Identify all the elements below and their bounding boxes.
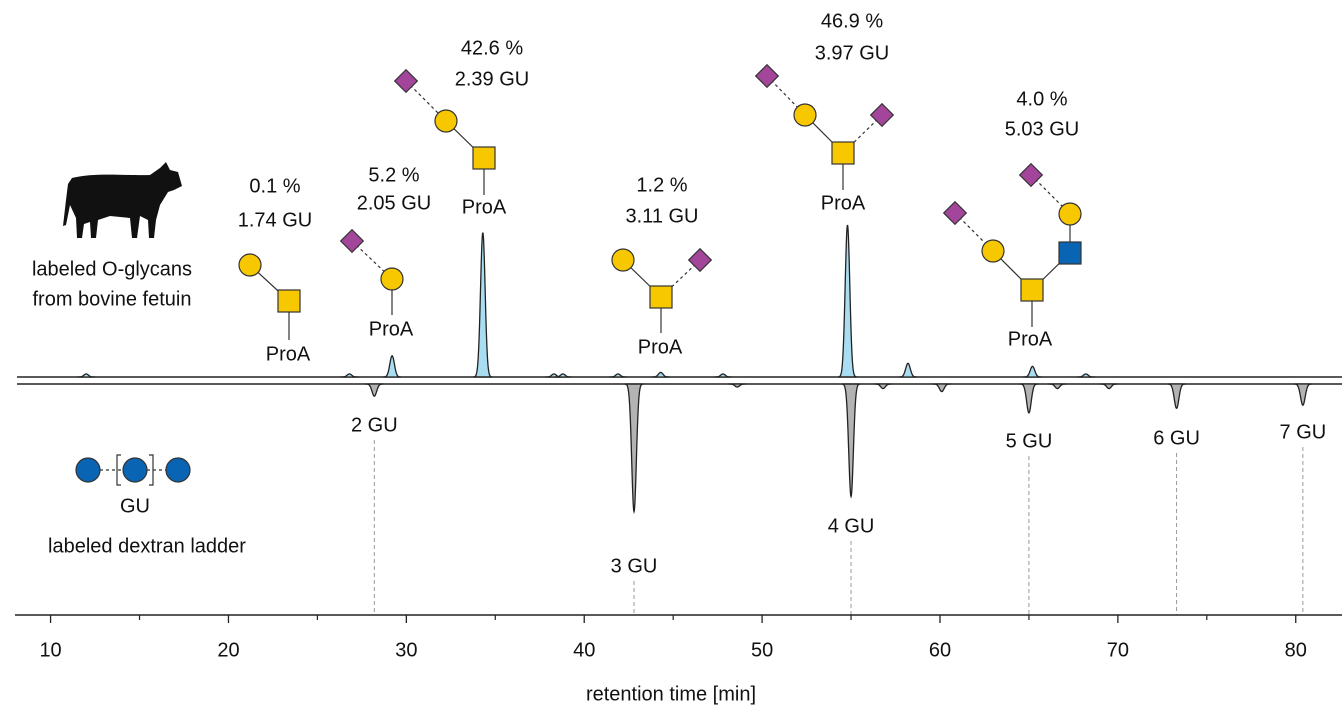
glycan-structure xyxy=(393,68,496,195)
peak-gu: 3.11 GU xyxy=(626,205,699,227)
x-tick-label: 60 xyxy=(929,639,951,661)
ladder-label: 4 GU xyxy=(828,515,875,537)
glycan-structure xyxy=(238,253,301,340)
glycan-structure xyxy=(611,247,713,333)
series-label: labeled O-glycans xyxy=(32,258,192,280)
x-tick-label: 50 xyxy=(751,639,773,661)
peak xyxy=(473,232,493,378)
peak xyxy=(1167,383,1186,410)
conjugate-label: ProA xyxy=(266,343,311,365)
peak xyxy=(365,383,384,397)
peak xyxy=(340,373,359,378)
peak xyxy=(624,383,644,515)
series-label: labeled dextran ladder xyxy=(48,535,246,557)
peak xyxy=(727,383,747,388)
x-tick-label: 80 xyxy=(1285,639,1307,661)
cow-icon xyxy=(63,162,182,238)
peak-percent: 5.2 % xyxy=(368,164,419,186)
conjugate-label: ProA xyxy=(1008,328,1053,350)
peak xyxy=(553,373,573,378)
peak xyxy=(608,373,628,378)
peak xyxy=(382,354,402,378)
conjugate-label: ProA xyxy=(462,196,507,218)
glycan-structure xyxy=(942,162,1082,327)
peak xyxy=(873,383,893,390)
peak xyxy=(651,371,670,378)
peak xyxy=(838,224,857,378)
peak-percent: 42.6 % xyxy=(461,37,523,59)
series-label: from bovine fetuin xyxy=(33,288,192,310)
ladder-label: 3 GU xyxy=(611,555,658,577)
dextran-icon xyxy=(75,454,191,486)
peak-gu: 3.97 GU xyxy=(815,42,889,64)
symbol-label: GU xyxy=(120,495,150,517)
conjugate-label: ProA xyxy=(638,336,683,358)
conjugate-label: ProA xyxy=(821,192,866,214)
glycan-structure xyxy=(339,228,404,315)
conjugate-label: ProA xyxy=(369,318,414,340)
peak-gu: 2.39 GU xyxy=(455,68,529,90)
peak xyxy=(841,383,861,499)
peak-gu: 2.05 GU xyxy=(357,192,431,214)
glycan-structure xyxy=(754,63,895,190)
peak-percent: 46.9 % xyxy=(821,10,883,32)
ladder-label: 7 GU xyxy=(1280,421,1327,443)
peak xyxy=(898,362,918,378)
peak-gu: 5.03 GU xyxy=(1005,118,1079,140)
peak xyxy=(713,373,733,378)
peak xyxy=(1019,383,1039,414)
peak-percent: 0.1 % xyxy=(249,175,300,197)
ladder-label: 6 GU xyxy=(1153,427,1200,449)
x-tick-label: 20 xyxy=(217,639,239,661)
ladder-label: 2 GU xyxy=(351,414,398,436)
peak xyxy=(1099,383,1119,390)
peak xyxy=(1023,365,1042,378)
peak xyxy=(1293,383,1313,407)
peak-gu: 1.74 GU xyxy=(238,209,312,231)
peak xyxy=(76,373,96,378)
peak-percent: 4.0 % xyxy=(1016,88,1067,110)
peak-percent: 1.2 % xyxy=(636,174,687,196)
ladder-label: 5 GU xyxy=(1006,430,1053,452)
x-tick-label: 10 xyxy=(39,639,61,661)
peak xyxy=(1048,383,1067,390)
peak xyxy=(932,383,952,393)
x-axis-title: retention time [min] xyxy=(586,683,756,705)
x-tick-label: 40 xyxy=(573,639,595,661)
peak xyxy=(1076,373,1096,378)
x-tick-label: 70 xyxy=(1107,639,1129,661)
x-tick-label: 30 xyxy=(395,639,417,661)
